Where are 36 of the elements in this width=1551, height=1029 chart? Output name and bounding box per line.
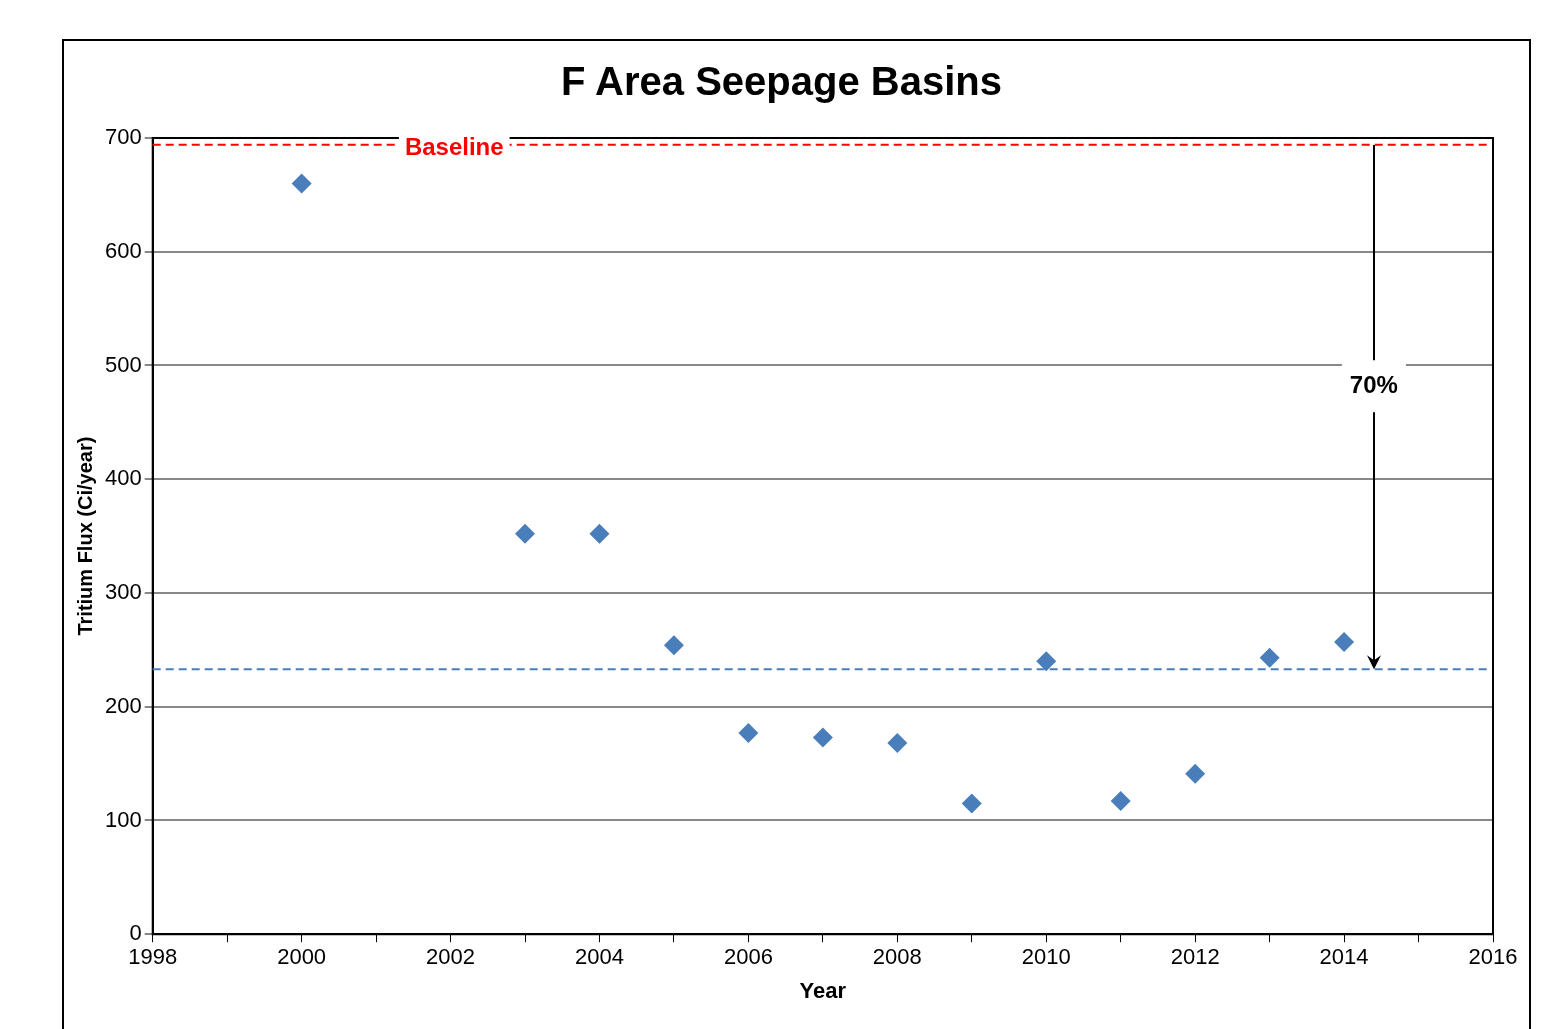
y-tick-label: 600 <box>104 237 142 263</box>
point <box>1036 651 1057 672</box>
y-tick-label: 700 <box>104 124 142 150</box>
y-axis-title: Tritium Flux (Ci/year) <box>73 436 96 636</box>
point <box>663 635 684 656</box>
x-tick-label: 2016 <box>1468 944 1518 970</box>
point <box>589 523 610 544</box>
x-tick-label: 2006 <box>723 944 773 970</box>
x-tick-label: 2004 <box>574 944 624 970</box>
point <box>1259 647 1280 668</box>
y-tick-label: 0 <box>129 920 142 946</box>
x-tick-label: 2000 <box>277 944 327 970</box>
chart-title: F Area Seepage Basins <box>561 59 1002 104</box>
y-tick-label: 200 <box>104 692 142 718</box>
x-tick-label: 2002 <box>426 944 476 970</box>
point <box>812 727 833 748</box>
point <box>887 733 908 754</box>
x-axis-title: Year <box>799 977 847 1003</box>
x-tick-label: 2014 <box>1319 944 1369 970</box>
x-tick-label: 2010 <box>1021 944 1071 970</box>
point <box>961 793 982 814</box>
y-tick-label: 100 <box>104 806 142 832</box>
x-tick-label: 2008 <box>872 944 922 970</box>
point <box>515 523 536 544</box>
annotation: 70% <box>1349 370 1398 398</box>
ref-line-label: Baseline <box>404 133 504 161</box>
x-tick-label: 2012 <box>1170 944 1220 970</box>
point <box>1110 791 1131 812</box>
y-tick-label: 400 <box>104 465 142 491</box>
y-tick-label: 500 <box>104 351 142 377</box>
point <box>738 722 759 743</box>
point <box>1334 631 1355 652</box>
y-tick-label: 300 <box>104 579 142 605</box>
point <box>291 173 312 194</box>
point <box>1185 763 1206 784</box>
x-tick-label: 1998 <box>128 944 178 970</box>
